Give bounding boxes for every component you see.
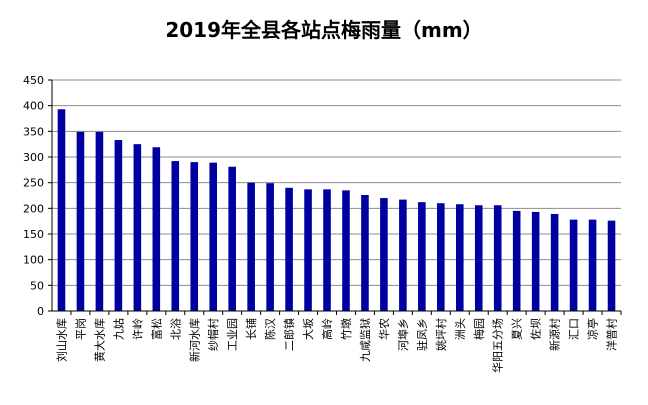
bar	[399, 199, 407, 311]
bar	[190, 162, 199, 311]
x-category-label: 工业园	[226, 318, 239, 351]
bar	[133, 144, 142, 311]
x-category-label: 黄大水库	[92, 318, 106, 362]
bar	[455, 204, 464, 311]
bar	[57, 109, 66, 311]
gridlines	[52, 79, 621, 286]
bar	[550, 213, 559, 311]
bar	[247, 182, 255, 311]
y-tick-label: 400	[23, 100, 44, 113]
bar	[418, 202, 426, 311]
bar	[228, 166, 236, 311]
bar	[114, 140, 123, 311]
bar	[323, 189, 331, 311]
x-category-label: 九咸监狱	[359, 318, 372, 362]
y-tick-label: 250	[23, 177, 44, 190]
bar	[209, 162, 218, 311]
bar	[380, 198, 388, 311]
y-tick-label: 100	[23, 254, 44, 267]
x-category-label: 九姑	[112, 318, 125, 340]
y-tick-label: 350	[23, 125, 44, 138]
x-category-label: 纱帽村	[206, 318, 220, 351]
x-category-label: 北浴	[169, 318, 182, 340]
y-axis-ticks: 0 50 100 150 200 250 300 350 400 450	[23, 74, 52, 318]
x-category-label: 洋普村	[605, 318, 619, 351]
x-category-label: 许岭	[130, 318, 144, 340]
bar	[152, 147, 161, 311]
bars	[57, 109, 616, 311]
x-category-label: 平岗	[74, 318, 87, 340]
y-tick-label: 0	[37, 305, 44, 318]
x-category-label: 凉亭	[586, 318, 600, 340]
x-category-label: 华阳五分场	[491, 318, 505, 373]
bar	[531, 211, 540, 311]
bar	[95, 131, 104, 311]
x-category-label: 夏兴	[511, 318, 524, 340]
bar	[361, 194, 369, 311]
bar	[76, 131, 85, 311]
chart-title: 2019年全县各站点梅雨量（mm）	[165, 18, 483, 42]
x-category-label: 姚坪村	[434, 318, 448, 351]
y-tick-label: 300	[23, 151, 44, 164]
y-tick-label: 200	[23, 202, 44, 215]
x-category-label: 富松	[149, 318, 163, 340]
bar	[171, 161, 180, 311]
x-category-label: 二郎镇	[282, 318, 296, 351]
x-category-label: 新河水库	[187, 318, 201, 362]
x-category-label: 佐坝	[529, 318, 543, 340]
x-category-label: 新源村	[548, 318, 562, 351]
x-category-label: 洲头	[454, 318, 467, 340]
x-category-label: 陈汉	[263, 318, 277, 340]
bar	[474, 205, 483, 311]
bar	[512, 210, 521, 311]
bar	[342, 190, 350, 311]
bar	[304, 189, 312, 311]
x-category-label: 梅园	[472, 318, 486, 340]
bar	[266, 183, 274, 311]
x-axis-labels: 刘山水库 平岗 黄大水库 九姑 许岭 富松 北浴 新河水库 纱帽村 工业园 长铺 陈汉 二郎镇 大坂 高岭竹…	[55, 318, 618, 373]
bar	[285, 187, 293, 311]
x-category-label: 刘山水库	[55, 318, 68, 362]
y-tick-label: 50	[30, 279, 44, 292]
y-tick-label: 450	[23, 74, 44, 87]
bar	[588, 219, 597, 311]
axes	[51, 80, 622, 315]
x-category-label: 竹墩	[339, 318, 353, 340]
x-category-label: 河埠乡	[396, 318, 410, 351]
bar	[569, 219, 578, 311]
bar	[493, 205, 502, 311]
x-category-label: 华农	[377, 318, 391, 340]
x-category-label: 高岭	[320, 318, 334, 340]
bar	[607, 220, 616, 311]
x-category-label: 大坂	[301, 318, 315, 340]
bar	[437, 203, 445, 311]
x-category-label: 汇口	[568, 318, 581, 340]
x-category-label: 长铺	[245, 318, 258, 340]
y-tick-label: 150	[23, 228, 44, 241]
x-category-label: 驻凤乡	[415, 318, 429, 351]
